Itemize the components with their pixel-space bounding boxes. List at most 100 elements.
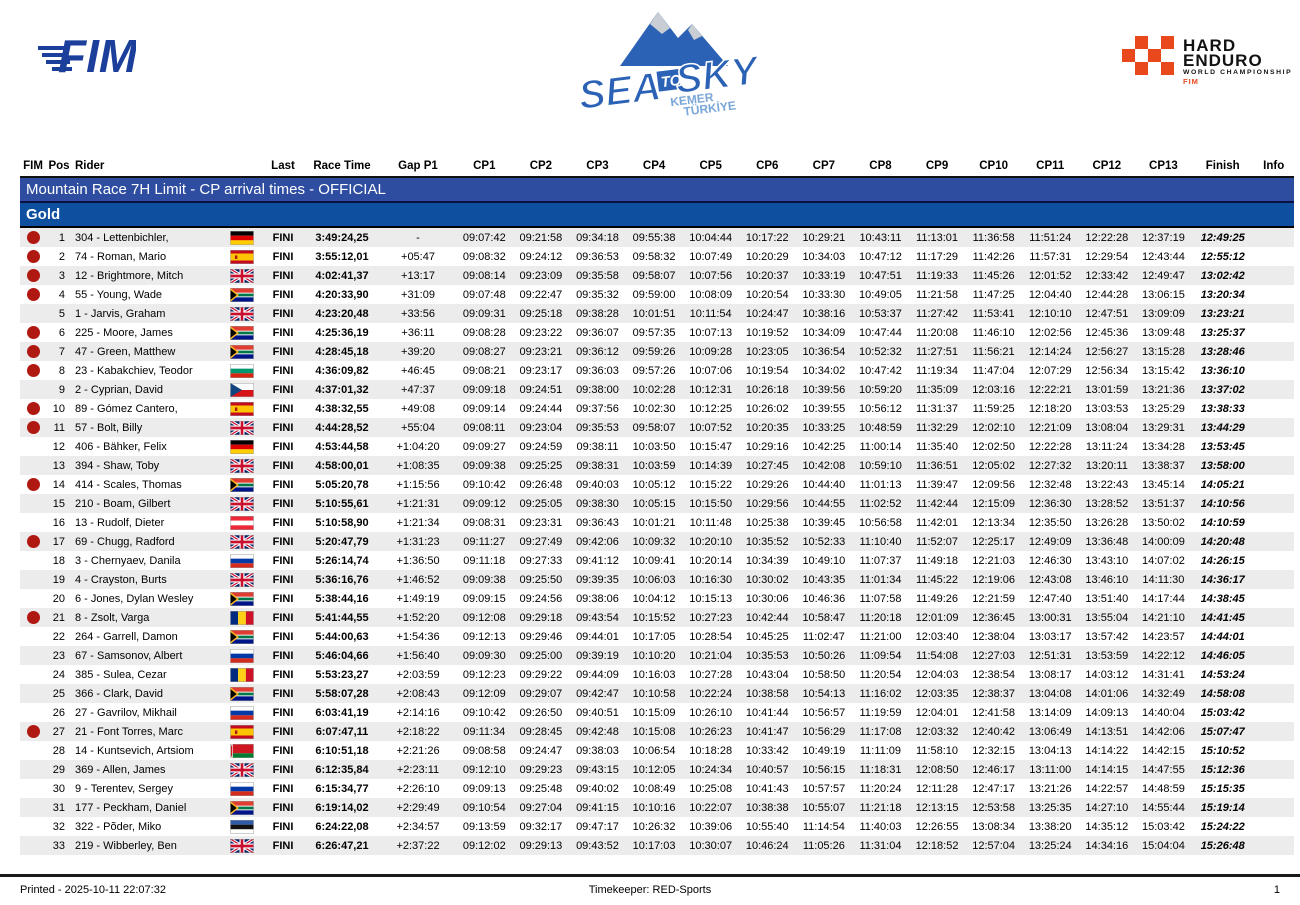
cp4-time: 10:26:32 xyxy=(632,820,676,833)
cp4-time: 10:17:03 xyxy=(632,839,676,852)
cp7-time: 11:02:47 xyxy=(802,630,845,643)
gap-p1: +2:03:59 xyxy=(396,668,440,681)
cp12-time: 13:22:43 xyxy=(1085,478,1129,491)
cp4-time: 10:10:58 xyxy=(632,687,676,700)
fim-indicator xyxy=(20,402,46,415)
cp4-time: 10:17:05 xyxy=(632,630,676,643)
cp8-time: 10:47:51 xyxy=(859,269,902,282)
cp4-time: 10:15:52 xyxy=(632,611,676,624)
cp7-time: 10:33:30 xyxy=(802,288,846,301)
cp4-time: 10:09:32 xyxy=(632,535,676,548)
cp4-time: 10:05:15 xyxy=(632,497,676,510)
gap-p1: +2:34:57 xyxy=(396,820,440,833)
country-flag xyxy=(222,686,262,701)
cp11-time: 12:10:10 xyxy=(1028,307,1072,320)
last-status: FINI xyxy=(272,839,294,852)
cp9-time: 11:27:42 xyxy=(916,307,959,320)
rider-name: 21 - Font Torres, Marc xyxy=(75,725,183,738)
column-header-cp10: CP10 xyxy=(979,160,1009,172)
race-time: 4:37:01,32 xyxy=(315,383,369,396)
column-header-cp9: CP9 xyxy=(925,160,949,172)
cp5-time: 10:20:14 xyxy=(689,554,733,567)
cp10-time: 12:02:50 xyxy=(972,440,1016,453)
cp10-time: 11:59:25 xyxy=(972,402,1015,415)
race-time: 6:03:41,19 xyxy=(315,706,369,719)
column-header-info: Info xyxy=(1263,160,1285,172)
position: 28 xyxy=(52,744,65,757)
cp8-time: 10:49:05 xyxy=(859,288,902,301)
cp11-time: 13:04:13 xyxy=(1028,744,1072,757)
hardenduro-line1: HARD xyxy=(1183,36,1237,55)
column-header-cp13: CP13 xyxy=(1149,160,1178,172)
cp5-time: 10:15:13 xyxy=(689,592,733,605)
cp9-time: 11:52:07 xyxy=(916,535,959,548)
flag-za-icon xyxy=(230,287,254,302)
position: 11 xyxy=(53,421,65,434)
position: 19 xyxy=(52,573,65,586)
last-status: FINI xyxy=(272,326,294,339)
cp3-time: 09:43:54 xyxy=(576,611,619,624)
sts-kemer-text: KEMER xyxy=(669,90,714,109)
gap-p1: +33:56 xyxy=(401,307,435,320)
flag-ru-icon xyxy=(230,705,254,720)
cp1-time: 09:10:42 xyxy=(462,478,506,491)
race-time: 4:38:32,55 xyxy=(315,402,369,415)
table-row: 25 366 - Clark, David FINI 5:58:07,28 +2:08:… xyxy=(20,684,1294,703)
cp7-time: 11:05:26 xyxy=(802,839,845,852)
fim-indicator xyxy=(20,725,46,738)
gap-p1: +1:56:40 xyxy=(396,649,440,662)
cp12-time: 12:47:51 xyxy=(1085,307,1129,320)
cp6-time: 10:27:45 xyxy=(745,459,789,472)
gap-p1: +2:21:26 xyxy=(396,744,440,757)
footer: Printed - 2025-10-11 22:07:32 Timekeeper… xyxy=(20,884,1280,896)
position: 32 xyxy=(52,820,65,833)
race-time: 3:49:24,25 xyxy=(315,231,369,244)
fim-red-dot-icon xyxy=(26,535,40,548)
cp3-time: 09:44:09 xyxy=(576,668,619,681)
cp9-time: 11:49:26 xyxy=(916,592,959,605)
table-row: 28 14 - Kuntsevich, Artsiom FINI 6:10:51,18… xyxy=(20,741,1294,760)
country-flag xyxy=(222,306,262,321)
cp7-time: 10:57:57 xyxy=(802,782,846,795)
cp5-time: 10:12:31 xyxy=(689,383,733,396)
flag-at-icon xyxy=(230,515,254,530)
cp7-time: 10:33:25 xyxy=(802,421,846,434)
cp8-time: 11:20:18 xyxy=(859,611,902,624)
rider-name: 55 - Young, Wade xyxy=(75,288,163,301)
cp7-time: 10:54:13 xyxy=(802,687,846,700)
gap-p1: +49:08 xyxy=(401,402,435,415)
cp2-time: 09:32:17 xyxy=(519,820,563,833)
cp9-time: 12:01:09 xyxy=(915,611,959,624)
cp1-time: 09:11:34 xyxy=(463,725,506,738)
table-row: 27 21 - Font Torres, Marc FINI 6:07:47,11 +2… xyxy=(20,722,1294,741)
rider-name: 14 - Kuntsevich, Artsiom xyxy=(75,744,194,757)
country-flag xyxy=(222,363,262,378)
cp2-time: 09:29:46 xyxy=(519,630,563,643)
cp4-time: 10:06:03 xyxy=(632,573,676,586)
cp8-time: 11:40:03 xyxy=(859,820,902,833)
fim-red-dot-icon xyxy=(26,250,40,263)
cp10-time: 12:09:56 xyxy=(972,478,1016,491)
cp1-time: 09:08:14 xyxy=(462,269,506,282)
cp9-time: 12:04:03 xyxy=(915,668,959,681)
cp4-time: 10:03:59 xyxy=(632,459,676,472)
cp7-time: 10:44:40 xyxy=(802,478,846,491)
rider-name: 6 - Jones, Dylan Wesley xyxy=(75,592,194,605)
cp2-time: 09:27:33 xyxy=(519,554,563,567)
cp8-time: 10:56:58 xyxy=(859,516,902,529)
cp3-time: 09:38:03 xyxy=(576,744,619,757)
country-flag xyxy=(222,515,262,530)
gap-p1: +1:36:50 xyxy=(396,554,440,567)
last-status: FINI xyxy=(272,706,294,719)
position: 15 xyxy=(52,497,65,510)
cp12-time: 13:20:11 xyxy=(1085,459,1128,472)
cp7-time: 10:34:09 xyxy=(802,326,846,339)
cp12-time: 13:11:24 xyxy=(1085,440,1128,453)
cp13-time: 13:45:14 xyxy=(1142,478,1185,491)
flag-gb-icon xyxy=(229,838,255,853)
table-row: 8 23 - Kabakchiev, Teodor FINI 4:36:09,82 +4… xyxy=(20,361,1294,380)
country-flag xyxy=(222,610,262,625)
cp5-time: 10:14:39 xyxy=(689,459,733,472)
cp5-time: 10:16:30 xyxy=(689,573,733,586)
